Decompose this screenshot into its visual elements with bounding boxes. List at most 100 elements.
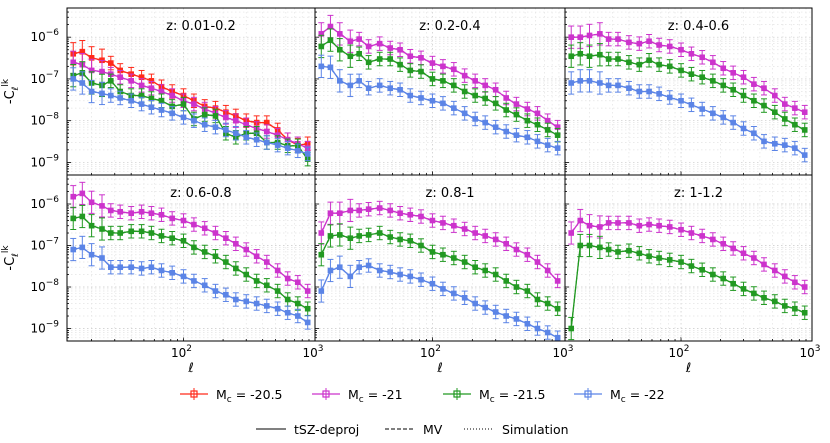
data-point-marker [597, 80, 603, 86]
data-point-marker [710, 236, 716, 243]
y-tick-label: 10−6 [30, 28, 59, 44]
data-point-marker [761, 261, 767, 268]
data-point-marker [482, 82, 488, 89]
data-point-marker [451, 255, 457, 261]
data-point-marker [544, 267, 551, 274]
data-point-marker [801, 109, 808, 115]
data-point-marker [524, 288, 531, 294]
data-point-marker [597, 51, 603, 58]
data-point-marker [117, 230, 123, 236]
data-point-marker [429, 60, 436, 66]
data-point-marker [751, 290, 757, 297]
data-point-marker [646, 221, 652, 228]
data-point-marker [223, 259, 229, 265]
data-point-marker [148, 230, 155, 236]
x-tick-exponent: 3 [815, 344, 821, 354]
x-tick-exponent: 2 [435, 344, 441, 354]
data-point-marker [636, 88, 643, 95]
data-point-marker [274, 267, 281, 274]
data-point-marker [461, 88, 468, 95]
x-tick-label: 103 [799, 344, 820, 360]
y-axis-label-sub: ℓ [11, 87, 21, 92]
data-point-marker [503, 107, 509, 113]
y-tick-label: 10−9 [30, 153, 59, 169]
x-tick-base: 10 [552, 346, 567, 360]
data-point-marker [79, 213, 86, 220]
data-point-marker [656, 61, 662, 68]
data-point-marker [730, 86, 736, 93]
data-point-marker [568, 53, 575, 60]
legend-marker [322, 390, 330, 398]
data-point-marker [356, 207, 362, 214]
data-point-marker [397, 46, 403, 53]
data-point-marker [108, 78, 114, 84]
data-point-marker [678, 226, 684, 233]
data-point-marker [99, 68, 105, 75]
data-point-marker [223, 114, 229, 121]
x-tick-exponent: 3 [318, 344, 324, 354]
data-point-marker [646, 38, 652, 45]
y-tick-base: 10 [30, 155, 45, 169]
data-point-marker [347, 273, 354, 280]
data-point-marker [513, 101, 520, 107]
x-tick-base: 10 [171, 346, 186, 360]
data-point-marker [304, 305, 311, 312]
data-point-marker [626, 39, 632, 46]
data-point-marker [678, 97, 684, 104]
data-point-marker [365, 262, 372, 269]
data-point-marker [79, 190, 86, 197]
data-point-marker [710, 59, 716, 66]
data-point-marker [440, 220, 446, 226]
data-point-marker [666, 224, 673, 230]
legend: Mc = -20.5 Mc = -21 Mc = -21.5 Mc = -22tSZ-… [180, 387, 665, 437]
data-point-marker [212, 113, 219, 119]
y-tick-exponent: −8 [46, 112, 60, 122]
data-point-marker [201, 249, 208, 255]
y-axis-label-sup: lk [1, 245, 11, 254]
legend-linestyle-label: MV [423, 422, 443, 437]
data-point-marker [169, 215, 175, 222]
data-point-marker [646, 57, 652, 64]
data-point-marker [99, 255, 105, 261]
data-point-marker [678, 67, 684, 74]
data-point-marker [568, 34, 575, 40]
data-point-marker [128, 97, 134, 104]
data-point-marker [243, 271, 250, 278]
series-line-simulation [320, 233, 558, 308]
panel-title: z: 0.6-0.8 [170, 186, 231, 201]
data-point-marker [70, 246, 77, 253]
data-point-marker [418, 68, 424, 75]
y-tick-label: 10−7 [30, 70, 59, 86]
data-point-marker [365, 232, 372, 238]
y-tick-exponent: −9 [46, 320, 60, 330]
data-point-marker [327, 64, 334, 71]
data-point-marker [534, 138, 541, 145]
data-point-marker [688, 263, 695, 269]
data-point-marker [169, 235, 175, 241]
data-point-marker [117, 74, 123, 81]
data-point-marker [336, 264, 343, 271]
data-point-marker [615, 56, 621, 62]
data-point-marker [461, 294, 468, 301]
data-point-marker [138, 265, 145, 272]
panel-data [70, 40, 311, 167]
data-point-marker [524, 251, 531, 258]
data-point-marker [201, 111, 208, 118]
data-point-marker [70, 215, 77, 222]
data-point-marker [554, 334, 561, 341]
data-point-marker [688, 71, 695, 77]
data-point-marker [568, 325, 575, 332]
data-point-marker [472, 300, 478, 307]
data-point-marker [88, 88, 95, 95]
data-point-marker [503, 95, 509, 101]
data-point-marker [740, 74, 747, 81]
data-point-marker [79, 244, 86, 251]
data-point-marker [407, 237, 414, 244]
data-point-marker [656, 255, 662, 261]
data-point-marker [597, 224, 603, 230]
data-point-marker [387, 234, 393, 240]
data-point-marker [347, 82, 354, 89]
